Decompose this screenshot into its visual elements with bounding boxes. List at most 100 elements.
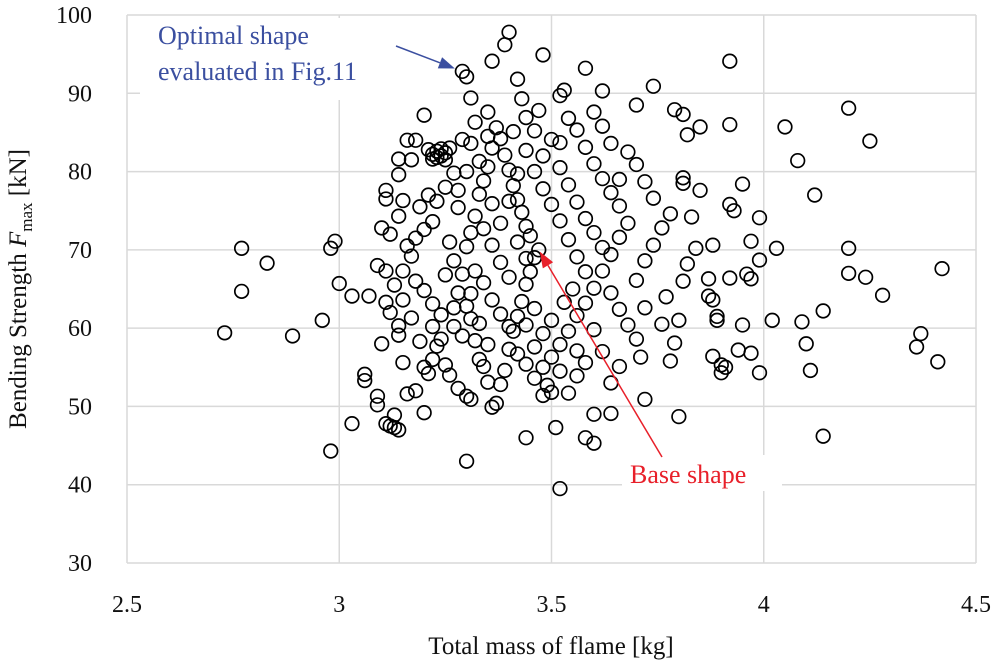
data-point [458,239,475,255]
data-point [471,315,487,332]
data-point [284,328,301,344]
data-point [569,249,585,265]
data-point [492,254,509,271]
data-point [484,196,500,212]
data-point [637,174,653,190]
data-point [395,292,411,308]
data-point [713,357,729,373]
data-point [798,336,814,352]
data-point [611,301,628,318]
data-point [475,358,492,375]
data-point [480,159,496,175]
data-point [764,312,780,328]
data-point [509,346,526,362]
data-point [416,282,432,299]
data-point [577,264,594,280]
data-point [666,335,683,351]
data-point [412,333,428,350]
data-point [458,163,475,180]
data-point [323,443,339,459]
data-point [458,388,475,404]
data-point [560,232,577,248]
data-point [433,331,449,347]
data-point [802,362,819,379]
data-point [632,349,649,365]
data-point [378,191,394,207]
data-point [815,428,831,444]
data-point [594,343,611,360]
data-point [628,331,645,347]
data-point [709,308,725,325]
data-point [369,257,386,274]
data-point [611,229,628,245]
data-point [620,144,636,160]
data-point [603,185,619,201]
data-point [628,97,645,113]
data-point [488,395,504,411]
data-point [437,357,454,373]
data-point [645,190,662,206]
data-point [446,300,462,316]
data-point [518,276,534,292]
base-annotation-background [622,455,782,491]
data-point [416,405,432,421]
data-point [522,228,538,244]
data-point [751,252,768,268]
data-point [794,314,810,330]
data-point [611,171,628,188]
data-point [645,237,662,253]
data-point [908,339,925,355]
data-point [679,256,695,272]
optimal-annotation-line1: Optimal shape [158,21,309,50]
data-point [488,120,504,136]
data-point [501,162,517,178]
data-point [403,310,420,326]
data-point [463,391,479,408]
data-point [658,289,674,305]
data-point [399,132,415,148]
data-point [874,287,891,303]
data-point [391,422,407,438]
data-point [526,163,543,180]
data-point [662,353,679,369]
data-point [569,368,585,384]
data-point [216,325,233,341]
data-point [556,82,572,98]
y-tick-label: 60 [68,316,92,342]
data-point [497,362,513,379]
data-point [480,336,496,353]
data-point [433,148,449,164]
data-point [675,175,691,191]
data-point [514,91,530,107]
data-point [344,416,360,432]
data-point [497,147,513,163]
data-point [815,303,831,319]
data-point [492,215,509,231]
data-point [463,224,479,241]
data-point [382,304,398,321]
data-point [743,271,759,287]
data-point [560,177,577,193]
data-point [841,265,857,281]
data-point [569,194,585,210]
data-point [369,397,386,413]
data-point [518,317,534,333]
data-point [484,399,500,415]
y-tick-label: 50 [68,394,92,420]
data-point [374,336,390,352]
data-point [577,295,594,311]
data-point [391,151,407,167]
data-point [552,213,568,229]
data-point [501,318,517,335]
data-point [518,109,534,126]
data-point [424,351,441,368]
data-point [603,135,619,152]
data-point [722,116,738,133]
data-point [446,318,462,335]
data-point [475,221,492,237]
data-point [726,203,742,219]
data-point [501,24,517,40]
y-axis-title-subscript: max [17,202,36,232]
data-point [437,179,454,195]
data-point [391,208,407,224]
